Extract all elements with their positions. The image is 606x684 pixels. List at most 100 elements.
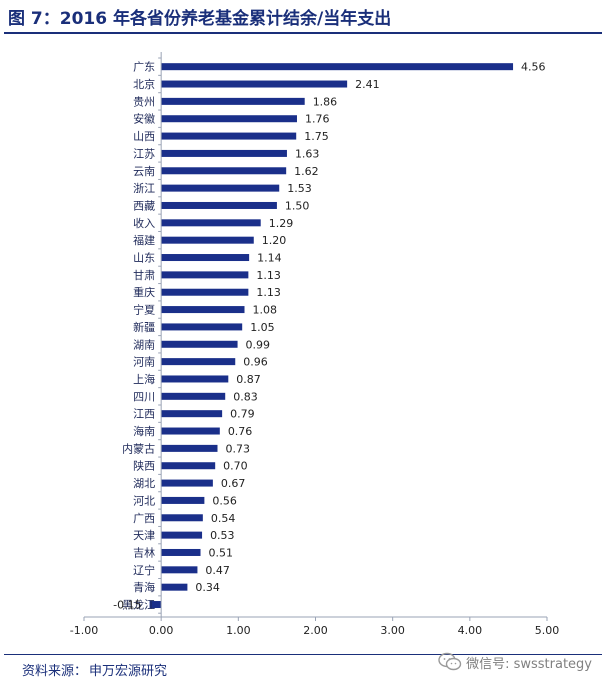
bar bbox=[161, 583, 188, 591]
x-tick-label: 4.00 bbox=[458, 624, 483, 637]
data-label: 0.96 bbox=[243, 356, 268, 369]
bar bbox=[161, 167, 287, 175]
bar bbox=[161, 427, 220, 435]
bar bbox=[161, 271, 249, 279]
bar bbox=[161, 548, 201, 556]
category-label: 北京 bbox=[133, 77, 155, 91]
data-label: 0.34 bbox=[195, 581, 220, 594]
category-label: 海南 bbox=[133, 424, 155, 438]
data-label: 0.76 bbox=[228, 425, 253, 438]
data-label: 1.05 bbox=[250, 321, 274, 334]
bar bbox=[161, 444, 218, 452]
wechat-icon bbox=[438, 652, 462, 672]
category-label: 河北 bbox=[133, 494, 155, 507]
data-label: 1.63 bbox=[295, 147, 320, 160]
bar bbox=[161, 340, 238, 348]
data-label: -0.15 bbox=[113, 599, 141, 612]
figure-title: 图 7：2016 年各省份养老基金累计结余/当年支出 bbox=[8, 9, 392, 29]
data-label: 1.14 bbox=[257, 252, 282, 265]
category-label: 黑龙江 bbox=[122, 599, 155, 612]
data-label: 1.50 bbox=[285, 199, 310, 212]
bar bbox=[161, 496, 205, 504]
category-label: 安徽 bbox=[133, 112, 155, 126]
data-label: 4.56 bbox=[521, 61, 546, 74]
data-label: 1.13 bbox=[256, 286, 281, 299]
x-tick-label: -1.00 bbox=[70, 624, 98, 637]
category-label: 西藏 bbox=[133, 199, 155, 212]
category-label: 云南 bbox=[133, 165, 155, 178]
category-label: 江苏 bbox=[133, 147, 155, 160]
category-label: 天津 bbox=[133, 529, 155, 542]
category-label: 宁夏 bbox=[133, 303, 155, 317]
category-label: 贵州 bbox=[133, 95, 155, 108]
data-label: 1.53 bbox=[287, 182, 312, 195]
bar bbox=[161, 358, 236, 366]
data-label: 2.41 bbox=[355, 78, 380, 91]
data-label: 0.79 bbox=[230, 408, 255, 421]
bar bbox=[161, 254, 250, 262]
bar bbox=[161, 306, 245, 314]
data-label: 1.29 bbox=[269, 217, 294, 230]
source-value: 申万宏源研究 bbox=[89, 664, 168, 679]
category-label: 湖南 bbox=[133, 338, 155, 351]
bar bbox=[161, 392, 226, 400]
category-label: 广东 bbox=[133, 61, 155, 74]
category-label: 重庆 bbox=[133, 285, 155, 299]
data-label: 0.99 bbox=[246, 338, 270, 351]
category-label: 江西 bbox=[133, 408, 155, 421]
bar bbox=[161, 462, 216, 470]
category-label: 河南 bbox=[133, 356, 155, 369]
source-label: 资料来源： bbox=[22, 664, 88, 679]
category-label: 福建 bbox=[133, 233, 155, 247]
data-label: 1.13 bbox=[256, 269, 281, 282]
bar bbox=[161, 80, 348, 88]
data-label: 0.87 bbox=[236, 373, 261, 386]
category-label: 陕西 bbox=[133, 459, 155, 473]
bar bbox=[161, 531, 203, 539]
data-label: 1.75 bbox=[304, 130, 329, 143]
data-label: 1.08 bbox=[253, 304, 277, 317]
bar bbox=[149, 601, 162, 609]
category-label: 广西 bbox=[133, 512, 155, 525]
data-label: 0.73 bbox=[225, 442, 250, 455]
category-label: 新疆 bbox=[133, 320, 155, 334]
x-tick-label: 0.00 bbox=[149, 624, 174, 637]
bar bbox=[161, 97, 305, 105]
bar bbox=[161, 566, 198, 574]
watermark: 微信号: swsstrategy bbox=[438, 652, 592, 672]
data-label: 0.54 bbox=[211, 512, 236, 525]
category-label: 山东 bbox=[133, 252, 155, 265]
bar bbox=[161, 201, 277, 209]
bar bbox=[161, 63, 514, 71]
category-label: 辽宁 bbox=[133, 563, 155, 577]
watermark-text: 微信号: swsstrategy bbox=[466, 656, 592, 672]
data-label: 1.86 bbox=[313, 95, 338, 108]
bar bbox=[161, 514, 203, 522]
data-label: 1.62 bbox=[294, 165, 319, 178]
category-label: 甘肃 bbox=[133, 269, 155, 282]
footer-divider bbox=[4, 654, 602, 655]
x-tick-label: 2.00 bbox=[303, 624, 328, 637]
data-label: 0.56 bbox=[212, 494, 237, 507]
bar bbox=[161, 323, 243, 331]
data-label: 0.70 bbox=[223, 460, 248, 473]
x-tick-label: 3.00 bbox=[380, 624, 405, 637]
data-label: 0.51 bbox=[209, 546, 234, 559]
category-label: 四川 bbox=[133, 390, 155, 403]
bar bbox=[161, 219, 261, 227]
bar bbox=[161, 149, 287, 157]
data-label: 0.83 bbox=[233, 390, 258, 403]
category-label: 湖北 bbox=[133, 477, 155, 490]
category-label: 青海 bbox=[133, 580, 155, 594]
bar bbox=[161, 410, 223, 418]
bar bbox=[161, 288, 249, 296]
category-label: 收入 bbox=[133, 216, 155, 230]
data-label: 0.67 bbox=[221, 477, 246, 490]
bar bbox=[161, 184, 280, 192]
x-tick-label: 5.00 bbox=[535, 624, 560, 637]
bar-chart: 广东 4.56 北京 2.41 贵州 1.86 安徽 1.76 山西 1.75 江苏 1.63 云南 1.… bbox=[70, 52, 560, 637]
bar bbox=[161, 479, 213, 487]
bar bbox=[161, 115, 297, 123]
data-label: 1.76 bbox=[305, 113, 330, 126]
category-label: 上海 bbox=[133, 372, 155, 386]
